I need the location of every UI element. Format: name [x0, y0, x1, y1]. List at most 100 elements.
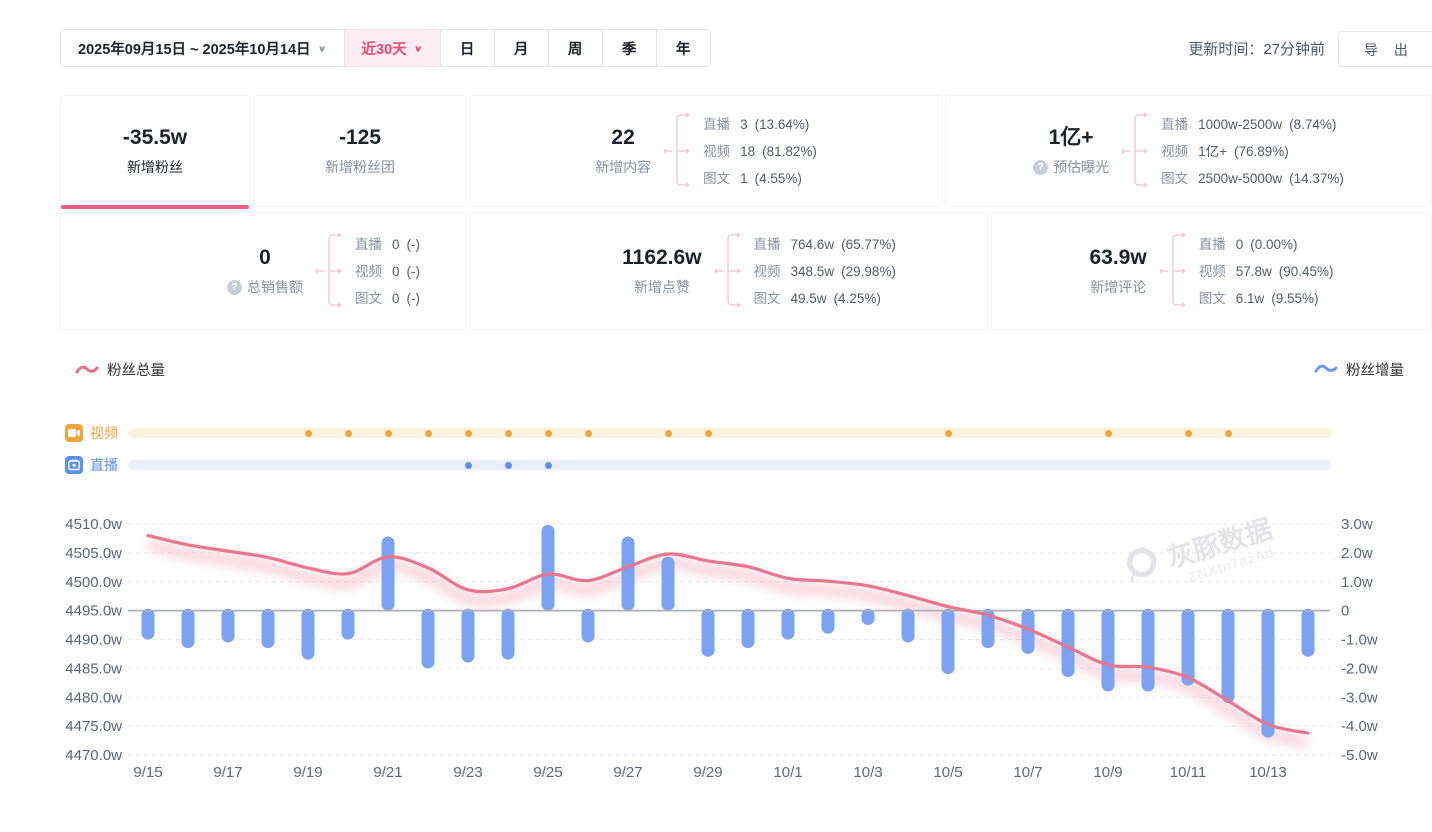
- timeline-dot[interactable]: [424, 429, 432, 437]
- svg-text:3.0w: 3.0w: [1341, 516, 1373, 533]
- timeline-dot[interactable]: [344, 429, 352, 437]
- timeline-live-row: 直播: [0, 456, 1432, 474]
- tab-year[interactable]: 年: [675, 41, 691, 58]
- stat-card-est-exposure[interactable]: 1亿+ ? 预估曝光 直播 1000w-2500w (8.74%) 视频 1亿+ (76.…: [945, 95, 1432, 207]
- date-filter-bar: 2025年09月15日 ~ 2025年10月14日 ∨ 近30天 ∨ 日 月 周…: [60, 29, 711, 67]
- help-icon[interactable]: ?: [1033, 159, 1049, 175]
- svg-text:9/29: 9/29: [693, 764, 722, 781]
- svg-text:0: 0: [1341, 603, 1349, 620]
- svg-text:9/27: 9/27: [613, 764, 642, 781]
- svg-text:4510.0w: 4510.0w: [65, 516, 122, 533]
- stat-value: 22: [611, 126, 635, 149]
- svg-text:4470.0w: 4470.0w: [65, 747, 122, 764]
- stat-label: 新增内容: [595, 159, 652, 175]
- timeline-dot[interactable]: [464, 461, 472, 469]
- stat-label: 新增评论: [1090, 279, 1147, 295]
- date-range-text: 2025年09月15日 ~ 2025年10月14日: [78, 41, 311, 58]
- breakdown-row: 视频 1亿+ (76.89%): [1161, 143, 1289, 159]
- live-timeline-track[interactable]: [128, 460, 1332, 470]
- breakdown-row: 视频 348.5w (29.98%): [753, 263, 896, 279]
- stats-panel: -35.5w 新增粉丝 -125 新增粉丝团 22 新增内容 直播 3 (13.64…: [60, 95, 1432, 333]
- fans-trend-chart[interactable]: 4510.0w 4505.0w 4500.0w 4495.0w 4490.0w 4485.…: [0, 495, 1432, 815]
- stat-label: 新增粉丝: [126, 159, 183, 175]
- stat-card-new-comments[interactable]: 63.9w 新增评论 直播 0 (0.00%) 视频 57.8w (90.45%) 图文…: [991, 212, 1432, 330]
- svg-text:2.0w: 2.0w: [1341, 545, 1373, 562]
- svg-text:4490.0w: 4490.0w: [65, 632, 122, 649]
- breakdown-row: 图文 49.5w (4.25%): [753, 290, 881, 306]
- breakdown-bracket: [714, 232, 741, 308]
- svg-text:4475.0w: 4475.0w: [65, 718, 122, 735]
- help-icon[interactable]: ?: [226, 279, 242, 295]
- breakdown-bracket: [664, 112, 691, 188]
- svg-text:-1.0w: -1.0w: [1341, 632, 1378, 649]
- breakdown-row: 直播 0 (0.00%): [1198, 236, 1298, 252]
- timeline-dot[interactable]: [944, 429, 952, 437]
- chevron-down-icon: ∨: [413, 43, 423, 54]
- stat-card-new-fanclub[interactable]: -125 新增粉丝团: [253, 95, 467, 207]
- svg-text:10/1: 10/1: [773, 764, 802, 781]
- stat-label: 预估曝光: [1053, 159, 1110, 175]
- timeline-dot[interactable]: [544, 461, 552, 469]
- export-button[interactable]: 导 出: [1338, 31, 1432, 67]
- stat-card-new-likes[interactable]: 1162.6w 新增点赞 直播 764.6w (65.77%) 视频 348.5w (2…: [470, 212, 988, 330]
- quick-range-text: 近30天: [361, 41, 407, 58]
- breakdown-row: 图文 0 (-): [354, 290, 420, 306]
- tab-month[interactable]: 月: [495, 30, 549, 66]
- video-icon: [65, 424, 83, 442]
- timeline-label: 直播: [90, 457, 118, 473]
- breakdown-bracket: [315, 232, 342, 308]
- timeline-dot[interactable]: [384, 429, 392, 437]
- active-tab-underline: [61, 205, 249, 209]
- stat-card-total-sales[interactable]: 0 ? 总销售额 直播 0 (-) 视频 0 (-) 图文 0 (-): [60, 212, 467, 330]
- svg-text:10/13: 10/13: [1249, 764, 1287, 781]
- quick-range-dropdown[interactable]: 近30天 ∨: [344, 30, 441, 66]
- timeline-dot[interactable]: [504, 461, 512, 469]
- stat-value: -35.5w: [122, 126, 188, 149]
- stat-label: 总销售额: [246, 279, 303, 295]
- breakdown-bracket: [1122, 112, 1149, 188]
- timeline-dot[interactable]: [1224, 429, 1232, 437]
- svg-text:-2.0w: -2.0w: [1341, 660, 1378, 677]
- breakdown-row: 直播 3 (13.64%): [703, 116, 810, 132]
- live-camera-icon: [65, 456, 83, 474]
- stat-card-new-fans[interactable]: -35.5w 新增粉丝: [60, 95, 250, 209]
- tab-week[interactable]: 周: [549, 30, 603, 66]
- timeline-dot[interactable]: [584, 429, 592, 437]
- tab-day[interactable]: 日: [441, 30, 495, 66]
- video-timeline-track[interactable]: [128, 428, 1332, 438]
- timeline-dot[interactable]: [1184, 429, 1192, 437]
- stat-value: 63.9w: [1089, 246, 1147, 269]
- breakdown-row: 图文 2500w-5000w (14.37%): [1161, 170, 1344, 186]
- svg-text:4505.0w: 4505.0w: [65, 545, 122, 562]
- timeline-dot[interactable]: [464, 429, 472, 437]
- stat-label: 新增点赞: [633, 279, 690, 295]
- svg-text:4480.0w: 4480.0w: [65, 689, 122, 706]
- legend-label: 粉丝总量: [107, 362, 165, 379]
- stat-value: 1162.6w: [622, 246, 702, 269]
- timeline-dot[interactable]: [544, 429, 552, 437]
- breakdown-row: 直播 764.6w (65.77%): [753, 236, 896, 252]
- timeline-dot[interactable]: [1104, 429, 1112, 437]
- stat-card-new-content[interactable]: 22 新增内容 直播 3 (13.64%) 视频 18 (81.82%) 图文 1 (4.5…: [470, 95, 942, 207]
- timeline-dot[interactable]: [664, 429, 672, 437]
- stat-value: -125: [338, 126, 382, 149]
- legend-fans-total[interactable]: 粉丝总量: [75, 358, 165, 380]
- timeline-dot[interactable]: [304, 429, 312, 437]
- svg-text:4500.0w: 4500.0w: [65, 574, 122, 591]
- stat-value: 0: [259, 246, 271, 269]
- timeline-dot[interactable]: [504, 429, 512, 437]
- breakdown-bracket: [1159, 232, 1186, 308]
- svg-text:9/21: 9/21: [373, 764, 402, 781]
- breakdown-row: 图文 1 (4.55%): [703, 170, 802, 186]
- timeline-dot[interactable]: [704, 429, 712, 437]
- legend-fans-delta[interactable]: 粉丝增量: [1314, 358, 1404, 380]
- svg-text:9/15: 9/15: [133, 764, 162, 781]
- tab-quarter[interactable]: 季: [603, 30, 657, 66]
- svg-text:1.0w: 1.0w: [1341, 574, 1373, 591]
- svg-text:9/17: 9/17: [213, 764, 242, 781]
- date-range-picker[interactable]: 2025年09月15日 ~ 2025年10月14日 ∨: [61, 30, 345, 66]
- timeline-label: 视频: [90, 425, 118, 441]
- breakdown-row: 图文 6.1w (9.55%): [1198, 290, 1319, 306]
- blue-wave-icon: [1314, 364, 1338, 373]
- svg-text:9/19: 9/19: [293, 764, 322, 781]
